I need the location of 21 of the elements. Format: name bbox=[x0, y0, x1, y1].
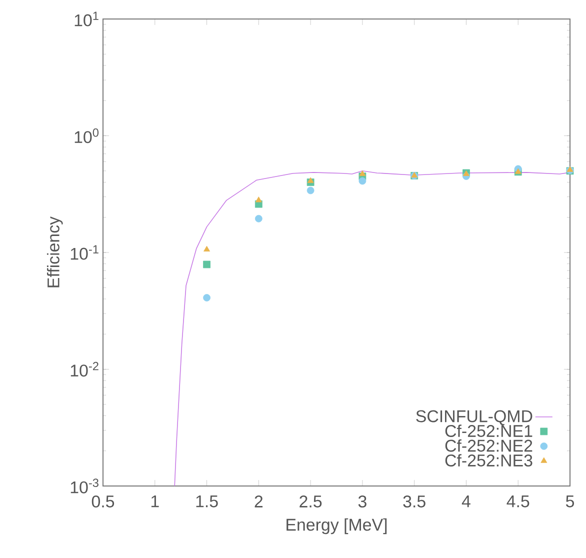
x-tick-label: 3.5 bbox=[403, 496, 426, 508]
y-tick-label: 10$^{-1}$ bbox=[70, 245, 98, 260]
y-tick-label: 10$^{-3}$ bbox=[70, 478, 98, 494]
y-axis-title: Efficiency bbox=[46, 216, 63, 288]
x-tick-label: 1.5 bbox=[196, 496, 218, 508]
legend-label: Cf-252:NE3 bbox=[445, 454, 532, 466]
x-tick-label: 2.5 bbox=[300, 496, 322, 508]
x-tick-label: 4 bbox=[462, 496, 470, 508]
legend-label: SCINFUL-QMD bbox=[416, 410, 532, 426]
y-tick-label: 10$^{0}$ bbox=[74, 128, 99, 144]
x-tick-label: 1 bbox=[151, 496, 159, 508]
x-tick-label: 4.5 bbox=[506, 496, 530, 508]
x-tick-label: 2 bbox=[254, 496, 263, 508]
x-tick-label: 5 bbox=[566, 496, 574, 508]
x-tick-label: 0.5 bbox=[92, 496, 114, 508]
x-axis-title: Energy [MeV] bbox=[286, 518, 387, 534]
y-tick-label: 10$^{1}$ bbox=[74, 12, 98, 26]
legend-label: Cf-252:NE2 bbox=[445, 439, 532, 452]
x-tick-label: 3 bbox=[358, 496, 366, 508]
legend-label: Cf-252:NE1 bbox=[445, 424, 532, 437]
y-tick-label: 10$^{-2}$ bbox=[70, 362, 98, 377]
